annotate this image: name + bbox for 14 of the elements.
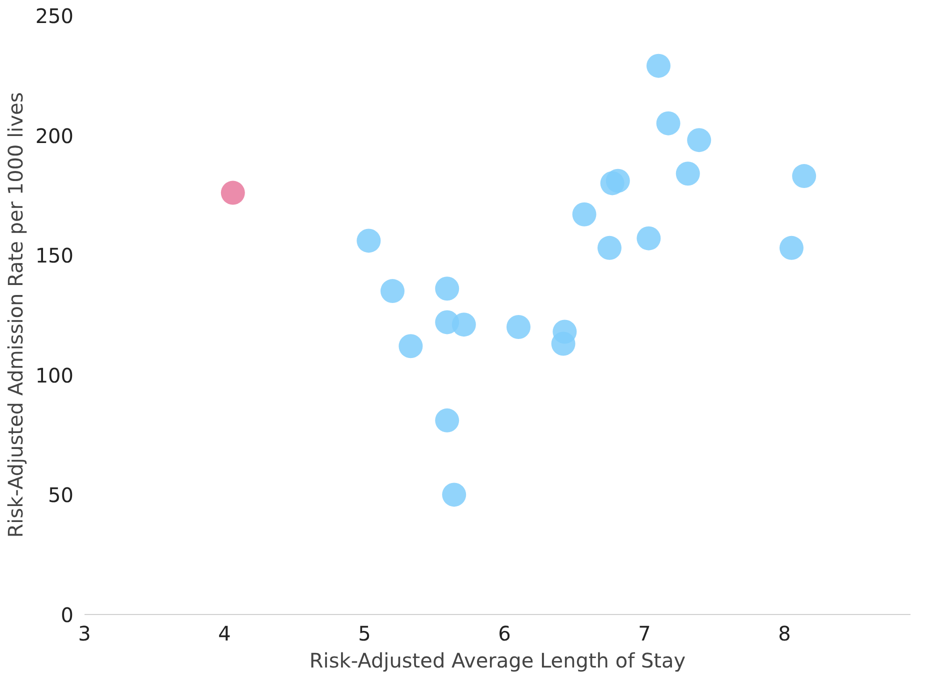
x-tick-label: 8 xyxy=(778,622,791,646)
y-tick-label: 0 xyxy=(60,603,74,627)
y-tick-label: 250 xyxy=(35,4,74,28)
y-tick-label: 150 xyxy=(35,244,74,268)
y-tick-label: 200 xyxy=(35,124,74,148)
x-tick-label: 5 xyxy=(358,622,371,646)
x-axis-title: Risk-Adjusted Average Length of Stay xyxy=(309,648,686,672)
x-tick-label: 4 xyxy=(218,622,231,646)
y-tick-label: 50 xyxy=(48,483,74,508)
y-axis-title: Risk-Adjusted Admission Rate per 1000 lives xyxy=(3,92,28,538)
x-tick-label: 6 xyxy=(498,622,511,646)
x-tick-label: 3 xyxy=(78,622,91,646)
x-tick-label: 7 xyxy=(638,622,651,646)
y-tick-label: 100 xyxy=(35,363,74,388)
